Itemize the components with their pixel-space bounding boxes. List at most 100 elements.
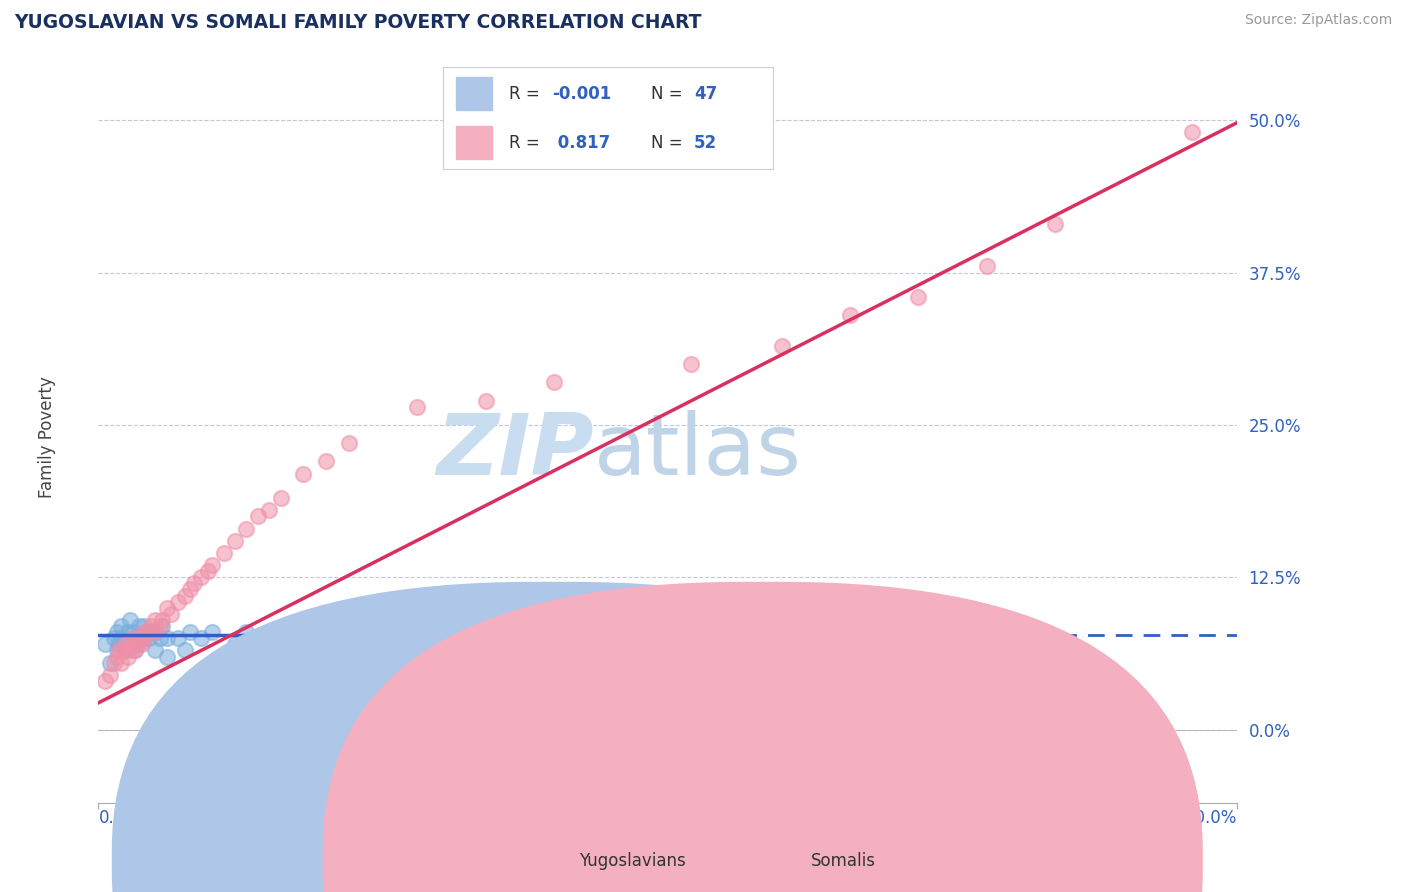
Text: 0.0%: 0.0% <box>98 809 141 827</box>
Text: R =: R = <box>509 134 546 152</box>
Text: Source: ZipAtlas.com: Source: ZipAtlas.com <box>1244 13 1392 28</box>
Point <box>179 582 201 597</box>
Text: Somalis: Somalis <box>811 852 876 870</box>
Text: N =: N = <box>651 134 688 152</box>
Point <box>418 625 440 640</box>
Bar <box>456 77 492 110</box>
Point <box>94 637 117 651</box>
Point <box>406 400 429 414</box>
Point <box>235 521 257 535</box>
Point <box>110 619 132 633</box>
Point <box>190 570 212 584</box>
Point <box>474 393 496 408</box>
Text: N =: N = <box>651 85 688 103</box>
Point <box>270 632 292 646</box>
Text: YUGOSLAVIAN VS SOMALI FAMILY POVERTY CORRELATION CHART: YUGOSLAVIAN VS SOMALI FAMILY POVERTY COR… <box>14 13 702 32</box>
Point <box>121 625 143 640</box>
Point <box>156 649 179 664</box>
Text: Yugoslavians: Yugoslavians <box>579 852 686 870</box>
Point <box>179 625 201 640</box>
Point <box>349 625 371 640</box>
Point <box>132 632 155 646</box>
Point <box>128 632 150 646</box>
Text: 50.0%: 50.0% <box>1185 809 1237 827</box>
Point <box>132 619 155 633</box>
Point <box>224 637 246 651</box>
Point <box>679 357 702 371</box>
Text: 52: 52 <box>695 134 717 152</box>
Point <box>183 576 205 591</box>
Point <box>156 600 179 615</box>
Point <box>120 643 142 657</box>
Point <box>1181 125 1204 139</box>
Point <box>128 619 150 633</box>
Text: 47: 47 <box>695 85 717 103</box>
Point <box>114 637 136 651</box>
Point <box>259 673 281 688</box>
Point <box>150 619 173 633</box>
Point <box>139 619 162 633</box>
Point <box>103 656 125 670</box>
Point <box>94 673 117 688</box>
Text: ZIP: ZIP <box>436 410 593 493</box>
Text: 0.817: 0.817 <box>553 134 610 152</box>
Text: -0.001: -0.001 <box>553 85 612 103</box>
Point <box>128 637 150 651</box>
Point <box>138 625 160 640</box>
Point <box>131 637 153 651</box>
Point <box>326 625 349 640</box>
Point <box>998 625 1021 640</box>
Point <box>259 503 281 517</box>
Point <box>565 625 588 640</box>
Point <box>124 643 146 657</box>
Point <box>197 564 219 578</box>
Point <box>337 436 360 450</box>
Point <box>976 260 998 274</box>
Point <box>543 376 565 390</box>
Point <box>98 656 121 670</box>
Point <box>1043 217 1066 231</box>
Point <box>132 632 155 646</box>
Text: R =: R = <box>509 85 546 103</box>
Point <box>270 491 292 505</box>
Point <box>384 625 406 640</box>
Point <box>292 667 315 681</box>
Point <box>121 637 143 651</box>
Point <box>150 613 173 627</box>
Point <box>907 290 929 304</box>
Point <box>212 656 235 670</box>
Point <box>138 632 160 646</box>
Point <box>98 667 121 681</box>
Point <box>246 509 269 524</box>
Point <box>105 643 128 657</box>
Point <box>114 643 136 657</box>
Point <box>121 637 143 651</box>
Point <box>156 632 179 646</box>
Point <box>174 589 197 603</box>
Point <box>124 632 146 646</box>
Point <box>201 625 224 640</box>
Point <box>160 607 183 621</box>
Point <box>167 594 190 608</box>
Bar <box>456 127 492 159</box>
Point <box>770 339 793 353</box>
Point <box>668 625 690 640</box>
Point <box>121 632 143 646</box>
Text: Family Poverty: Family Poverty <box>38 376 56 498</box>
Point <box>235 625 257 640</box>
Point <box>149 632 172 646</box>
Point <box>120 613 142 627</box>
Point <box>110 632 132 646</box>
Point <box>149 619 172 633</box>
Point <box>105 625 128 640</box>
Point <box>112 643 135 657</box>
Point <box>124 643 146 657</box>
Point <box>770 625 793 640</box>
Point <box>212 546 235 560</box>
Point <box>292 467 315 481</box>
Point <box>110 656 132 670</box>
Point <box>138 625 160 640</box>
Point <box>145 643 167 657</box>
Point <box>117 649 139 664</box>
Point <box>145 613 167 627</box>
